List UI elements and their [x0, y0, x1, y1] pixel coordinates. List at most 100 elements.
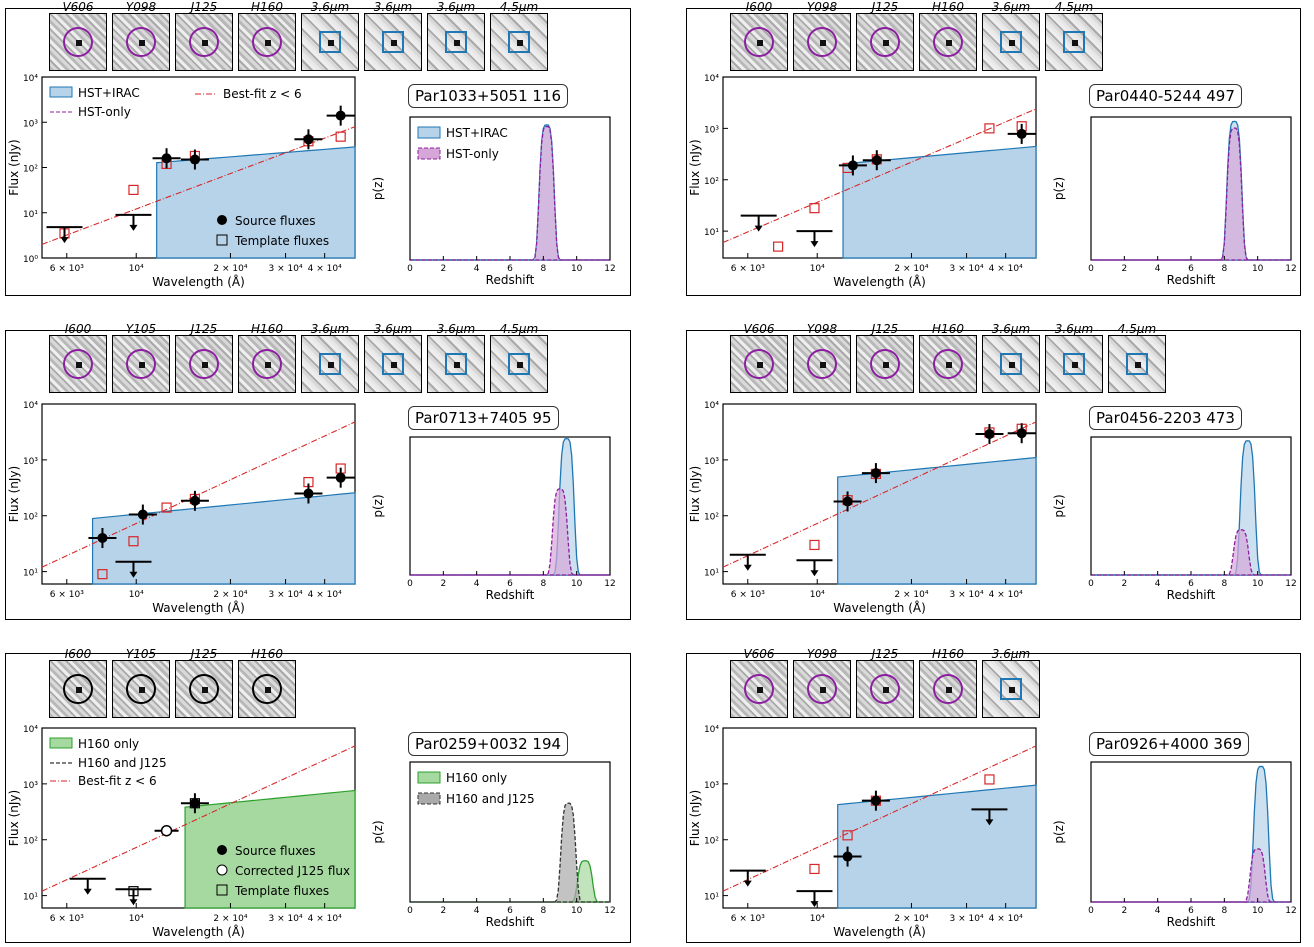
y-tick-label: 10² [23, 513, 38, 523]
source-flux-point [842, 851, 853, 862]
x-tick-label: 2 × 10⁴ [213, 590, 247, 600]
y-tick-label: 10³ [704, 125, 719, 135]
pz-chart: 0 2 4 6 8 10 12 Redshift p(z) H160 only H160 and J… [371, 761, 616, 929]
y-axis-label: Flux (nJy) [688, 139, 702, 195]
source-blob [1135, 362, 1141, 368]
upper-limit-arrow [810, 901, 819, 908]
template-flux-point [842, 830, 853, 841]
x-tick-label: 6 × 10³ [50, 914, 84, 924]
image-stamp [982, 335, 1040, 393]
source-blob [76, 362, 82, 368]
image-stamp [112, 13, 170, 71]
best-fit-lowz-line [41, 126, 356, 245]
irac-aperture-square [445, 353, 467, 375]
hst-aperture-circle [870, 27, 900, 57]
source-blob [757, 362, 763, 368]
pz-x-tick: 6 [1188, 579, 1194, 589]
legend-label: HST-only [78, 105, 131, 119]
legend-label: Best-fit z < 6 [223, 87, 302, 101]
sed-chart: Wavelength (Å) Flux (nJy) 10¹ 10² 10³ 10⁴ 6 × … [688, 401, 1037, 615]
pz-x-tick: 4 [474, 906, 480, 916]
sed-chart: Wavelength (Å) Flux (nJy) 10¹ 10² 10³ 10⁴ 6 × … [7, 725, 356, 939]
template-flux-point [809, 863, 820, 875]
y-tick-label: 10³ [23, 781, 38, 791]
x-tick-label: 6 × 10³ [731, 590, 765, 600]
pz-x-tick: 10 [571, 579, 583, 589]
pz-x-tick: 8 [1221, 264, 1227, 274]
pz-chart: 0 2 4 6 8 10 12 Redshift p(z) HST+IRAC HST-only [371, 116, 616, 287]
image-stamp [175, 13, 233, 71]
source-flux-point [137, 509, 148, 520]
stamp-band-label: I600 [64, 647, 92, 661]
pz-x-axis-label: Redshift [486, 273, 535, 287]
pz-x-tick: 12 [604, 906, 615, 916]
stamp-band-label: H160 [932, 322, 964, 336]
image-stamp [49, 335, 107, 393]
template-flux-point [809, 203, 820, 214]
y-tick-label: 10¹ [23, 210, 38, 220]
irac-aperture-square [1000, 31, 1022, 53]
source-blob [76, 687, 82, 693]
x-axis-label: Wavelength (Å) [152, 924, 245, 939]
sed-chart: Wavelength (Å) Flux (nJy) 10¹ 10² 10³ 10⁴ 6 × … [688, 725, 1037, 939]
pz-legend-label: H160 and J125 [446, 792, 535, 806]
legend-swatch [49, 737, 73, 749]
x-tick-label: 4 × 10⁴ [989, 590, 1023, 600]
image-stamp [238, 13, 296, 71]
pz-chart: 0 2 4 6 8 10 12 Redshift p(z) [371, 436, 616, 602]
x-tick-label: 10⁴ [810, 590, 825, 600]
pz-y-axis-label: p(z) [371, 177, 385, 200]
source-blob [202, 40, 208, 46]
y-tick-label: 10⁴ [704, 725, 719, 735]
x-tick-label: 3 × 10⁴ [269, 264, 303, 274]
y-tick-label: 10³ [704, 781, 719, 791]
source-blob [946, 687, 952, 693]
irac-aperture-square [382, 353, 404, 375]
x-tick-label: 2 × 10⁴ [213, 914, 247, 924]
image-stamp [919, 335, 977, 393]
pz-chart: 0 2 4 6 8 10 12 Redshift p(z) [1052, 116, 1297, 287]
hst-aperture-circle [807, 674, 837, 704]
image-stamp [793, 13, 851, 71]
legend-label: H160 and J125 [78, 756, 167, 770]
image-stamp [112, 335, 170, 393]
template-flux-point [809, 539, 820, 551]
pz-y-axis-label: p(z) [1052, 820, 1066, 843]
object-id-label: Par0926+4000 369 [1089, 732, 1250, 756]
y-tick-label: 10² [23, 165, 38, 175]
y-tick-label: 10⁴ [704, 401, 719, 411]
y-axis-label: Flux (nJy) [7, 790, 21, 846]
stamp-band-label: V606 [743, 647, 775, 661]
sed-fill [91, 492, 356, 585]
hst-aperture-circle [252, 674, 282, 704]
y-tick-label: 10³ [704, 457, 719, 467]
stamp-band-label: J125 [871, 0, 899, 14]
pz-x-tick: 10 [1252, 579, 1264, 589]
pz-y-axis-label: p(z) [1052, 177, 1066, 200]
x-tick-label: 2 × 10⁴ [894, 914, 928, 924]
source-blob [883, 687, 889, 693]
source-blob [454, 362, 460, 368]
x-axis-label: Wavelength (Å) [152, 274, 245, 289]
pz-x-axis-label: Redshift [1167, 915, 1216, 929]
x-tick-label: 10⁴ [129, 264, 144, 274]
image-stamp [856, 335, 914, 393]
source-blob [517, 40, 523, 46]
stamp-band-label: I600 [745, 0, 773, 14]
source-blob [1009, 362, 1015, 368]
source-blob [265, 687, 271, 693]
legend-label: HST+IRAC [78, 86, 140, 100]
hst-aperture-circle [63, 349, 93, 379]
legend-label: Source fluxes [235, 844, 316, 858]
stamp-band-label: H160 [251, 322, 283, 336]
source-flux-point [984, 429, 995, 440]
source-blob [139, 362, 145, 368]
stamp-band-label: I600 [64, 322, 92, 336]
x-tick-label: 6 × 10³ [731, 264, 765, 274]
image-stamp [856, 13, 914, 71]
legend-label: Source fluxes [235, 214, 316, 228]
sed-fill [842, 145, 1037, 259]
source-blob [265, 362, 271, 368]
image-stamp [490, 335, 548, 393]
pz-chart: 0 2 4 6 8 10 12 Redshift p(z) [1052, 436, 1297, 602]
